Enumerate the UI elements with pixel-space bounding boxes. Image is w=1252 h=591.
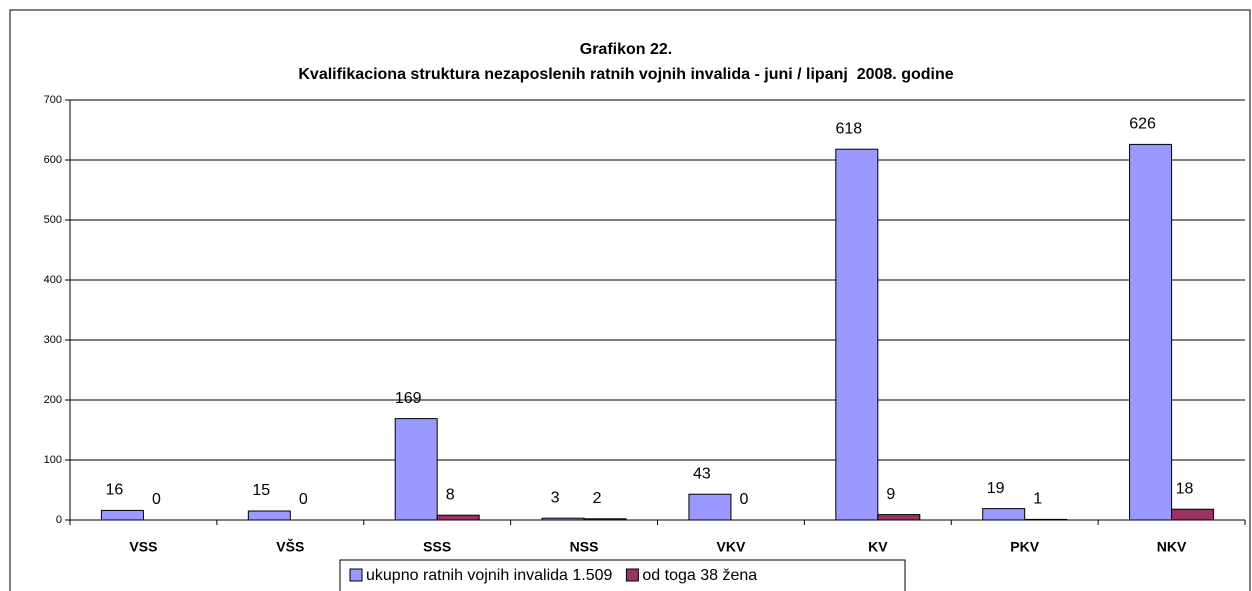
value-label: 9 [886,486,895,503]
bar [394,418,438,521]
x-tick-label: VŠS [276,538,304,555]
value-label: 3 [551,489,560,506]
x-tick-label: PKV [1010,539,1039,555]
value-label: 43 [693,465,711,482]
legend-box [339,559,906,591]
y-tick-label: 300 [44,334,62,346]
bar [982,508,1026,521]
legend-swatch [349,568,363,582]
y-tick-label: 600 [44,154,62,166]
y-tick-label: 0 [56,514,62,526]
value-label: 0 [152,491,161,508]
value-label: 8 [446,486,455,503]
value-label: 618 [835,120,862,137]
value-label: 626 [1129,116,1156,133]
chart-frame [9,9,1251,591]
bar [835,148,879,521]
value-label: 18 [1176,480,1194,497]
x-tick-label: KV [868,539,888,555]
bar [877,514,921,521]
bar [100,509,144,521]
value-label: 1 [1033,491,1042,508]
y-tick-label: 400 [44,274,62,286]
chart-title: Grafikon 22. [580,41,672,58]
value-label: 19 [987,480,1005,497]
bar [436,514,480,521]
y-tick-label: 500 [44,214,62,226]
y-tick-label: 100 [44,454,62,466]
y-tick-label: 200 [44,394,62,406]
bar [1129,143,1173,521]
x-tick-label: NSS [570,539,599,555]
value-label: 169 [395,390,422,407]
value-label: 16 [106,482,124,499]
x-tick-label: SSS [423,539,451,555]
bar [247,510,291,521]
value-label: 2 [593,490,602,507]
bar [1171,508,1215,521]
legend-label: ukupno ratnih vojnih invalida 1.509 [366,567,613,584]
value-label: 0 [299,491,308,508]
x-tick-label: NKV [1157,539,1187,555]
x-tick-label: VKV [717,539,746,555]
value-label: 0 [739,491,748,508]
y-tick-label: 700 [44,94,62,106]
value-label: 15 [252,482,270,499]
bar [688,493,732,521]
chart-subtitle: Kvalifikaciona struktura nezaposlenih ra… [298,66,953,83]
legend-label: od toga 38 žena [642,567,757,584]
x-tick-label: VSS [129,539,157,555]
legend-swatch [625,568,639,582]
